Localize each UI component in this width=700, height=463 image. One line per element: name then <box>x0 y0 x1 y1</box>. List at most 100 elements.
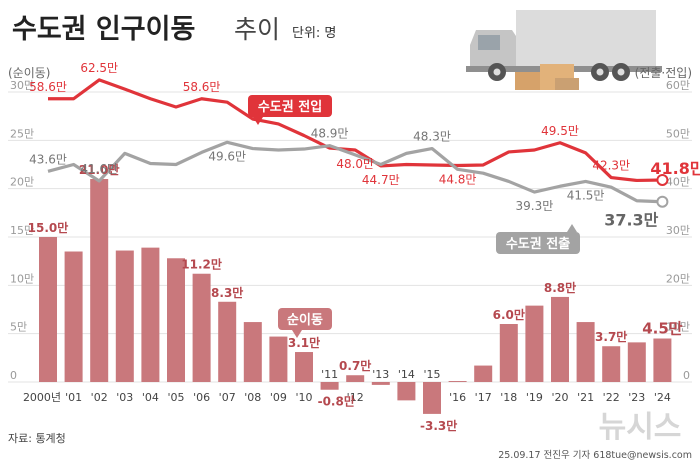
left-tick-label: 25만 <box>10 127 34 140</box>
x-tick-label: '19 <box>526 391 543 404</box>
bar-data-labels: 15.0만 21.0만 11.2만 8.3만 3.1만 -0.8만 0.7만 -3.3만 6.0… <box>28 162 683 433</box>
right-tick-label: 0 <box>683 369 690 382</box>
inflow-label: 44.8만 <box>439 172 477 186</box>
bar-label: 8.8만 <box>544 280 576 295</box>
bar <box>525 305 544 382</box>
bar-label: -0.8만 <box>318 394 355 409</box>
bar <box>499 324 518 382</box>
source-label: 자료: 통계청 <box>8 432 66 445</box>
bar-label: 15.0만 <box>28 220 69 235</box>
outflow-label: 41.5만 <box>567 188 605 202</box>
outflow-label: 39.3만 <box>516 199 554 213</box>
line-data-labels: 58.6만 62.5만 58.6만 48.0만 44.7만 44.8만 49.5만 42.3만… <box>29 61 700 230</box>
inflow-label: 62.5만 <box>80 61 118 75</box>
line-outflow <box>47 140 663 204</box>
left-tick-label: 10만 <box>10 272 34 285</box>
right-axis-title: (전출·전입) <box>635 66 692 80</box>
bar <box>423 382 441 414</box>
bar-label: 8.3만 <box>211 285 243 300</box>
bar <box>602 346 621 382</box>
outflow-tag-text: 수도권 전출 <box>506 236 570 252</box>
x-tick-label: '13 <box>372 368 389 381</box>
right-tick-label: 30만 <box>666 224 690 237</box>
bar <box>218 301 237 382</box>
inflow-label: 49.5만 <box>541 124 579 138</box>
right-tick-label: 40만 <box>666 176 690 189</box>
watermark: 뉴시스 <box>599 410 682 445</box>
x-tick-label: '22 <box>603 391 620 404</box>
bar <box>448 381 467 382</box>
right-tick-label: 50만 <box>666 127 690 140</box>
right-tick-label: 60만 <box>666 79 690 92</box>
bar <box>474 365 493 382</box>
bar-label: -3.3만 <box>420 418 457 433</box>
bar <box>371 382 390 385</box>
left-tick-label: 0 <box>10 369 17 382</box>
right-tick-label: 10만 <box>666 321 690 334</box>
inflow-tag-pointer <box>253 117 263 125</box>
bar <box>167 258 185 382</box>
bar <box>627 342 646 382</box>
unit-label: 단위: 명 <box>292 26 336 41</box>
outflow-tag-box <box>496 232 580 254</box>
net-tag: 순이동 <box>278 308 332 338</box>
truck-icon <box>466 10 662 90</box>
inflow-label: 41.8만 <box>650 159 700 178</box>
x-tick-label: '01 <box>65 391 82 404</box>
outflow-label: 43.6만 <box>29 152 67 166</box>
x-tick-label: '06 <box>193 391 210 404</box>
x-tick-label: 2000년 <box>23 391 61 404</box>
page-title: 수도권 인구이동 <box>12 14 195 45</box>
left-tick-label: 30만 <box>10 79 34 92</box>
bar <box>243 322 262 382</box>
bar-label: 4.5만 <box>642 320 683 338</box>
right-axis-ticks: 60만 50만 40만 30만 20만 10만 0 <box>666 79 690 382</box>
line-inflow <box>48 78 663 183</box>
bar-series <box>39 179 672 414</box>
page-title-suffix: 추이 <box>234 15 280 44</box>
bar <box>346 375 365 382</box>
x-tick-label: '08 <box>244 391 261 404</box>
net-tag-pointer <box>292 330 302 338</box>
x-tick-label: '24 <box>654 391 671 404</box>
x-tick-label: '17 <box>475 391 492 404</box>
outflow-label: 49.6만 <box>208 149 246 163</box>
left-axis-ticks: 30만 25만 20만 15만 10만 5만 0 <box>10 79 34 382</box>
inflow-label: 48.0만 <box>336 157 374 171</box>
bar <box>576 322 595 382</box>
left-axis-title: (순이동) <box>8 66 50 80</box>
x-tick-label: '05 <box>167 391 184 404</box>
outflow-label: 48.9만 <box>311 127 349 141</box>
x-tick-label: '03 <box>116 391 133 404</box>
inflow-label: 58.6만 <box>183 80 221 94</box>
x-tick-label: '20 <box>551 391 568 404</box>
bar-label: 0.7만 <box>339 358 371 373</box>
inflow-label: 58.6만 <box>29 80 67 94</box>
outflow-tag-pointer <box>567 224 577 232</box>
bar <box>397 382 416 401</box>
x-tick-label: '04 <box>142 391 159 404</box>
inflow-label: 44.7만 <box>362 173 400 187</box>
line-series <box>47 78 669 208</box>
bar <box>551 296 569 382</box>
bar <box>115 250 134 382</box>
line-end-point <box>656 173 669 186</box>
x-axis-labels: 2000년 '01 '02 '03 '04 '05 '06 '07 '08 '09 '10 '11 '1… <box>23 368 671 404</box>
bar <box>39 237 57 382</box>
x-tick-label: '23 <box>628 391 645 404</box>
x-tick-label: '16 <box>449 391 466 404</box>
inflow-tag: 수도권 전입 <box>248 95 332 125</box>
bar-label: 3.7만 <box>595 329 627 344</box>
line-end-point <box>656 195 669 208</box>
bar-label: 21.0만 <box>79 162 120 177</box>
outflow-label: 48.3만 <box>413 130 451 144</box>
x-tick-label: '02 <box>91 391 108 404</box>
x-tick-label: '12 <box>347 391 364 404</box>
bar-label: 3.1만 <box>288 335 320 350</box>
left-tick-label: 5만 <box>10 321 27 334</box>
x-tick-label: '18 <box>500 391 517 404</box>
x-tick-label: '10 <box>295 391 312 404</box>
left-tick-label: 20만 <box>10 176 34 189</box>
